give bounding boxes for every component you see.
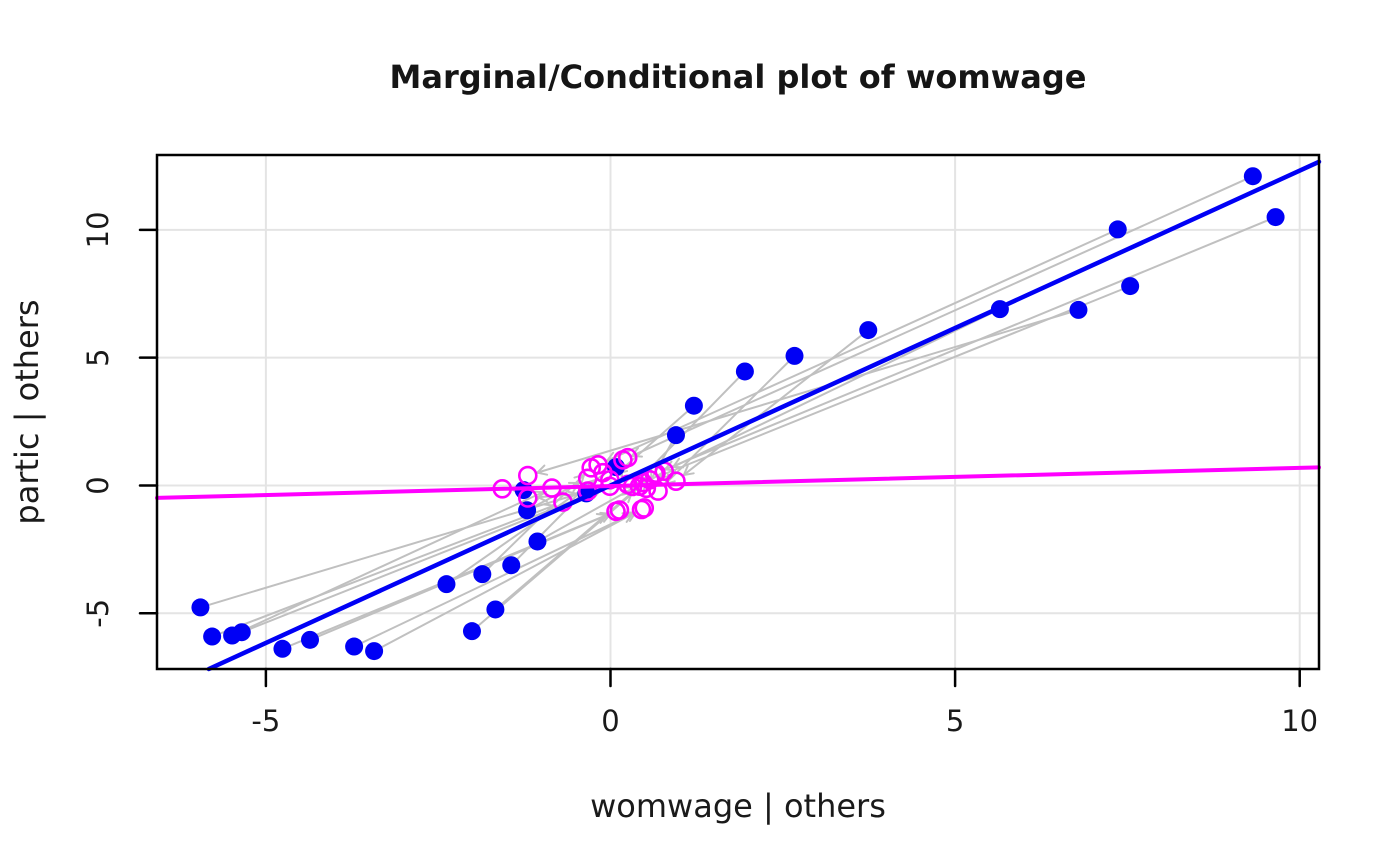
x-axis-label: womwage | others xyxy=(590,787,886,825)
marginal-point xyxy=(639,470,660,490)
connector-arrowhead xyxy=(536,471,549,476)
marginal-point xyxy=(666,471,686,491)
conditional-fit-line xyxy=(206,159,1322,672)
x-tick-label: -5 xyxy=(251,704,280,738)
x-tick-label: 0 xyxy=(601,704,619,738)
conditional-point xyxy=(1108,220,1127,239)
x-tick-label: 10 xyxy=(1281,704,1318,738)
connector-line xyxy=(664,354,796,486)
connector-arrowhead xyxy=(682,472,695,476)
conditional-point xyxy=(1266,208,1285,227)
connector-line xyxy=(658,285,1132,478)
connector-line xyxy=(240,488,602,634)
y-tick-label: 10 xyxy=(81,211,115,248)
connector-line xyxy=(373,511,637,653)
conditional-point xyxy=(473,565,492,584)
marginal-point xyxy=(517,465,538,486)
marginal-point xyxy=(634,498,655,518)
conditional-point xyxy=(486,600,505,619)
connector-line xyxy=(231,491,544,637)
conditional-point xyxy=(301,630,320,649)
connector-arrowhead xyxy=(664,460,673,471)
conditional-point xyxy=(365,642,384,661)
connector-line xyxy=(682,329,870,476)
conditional-point xyxy=(1121,277,1140,296)
connector-line xyxy=(536,308,1080,474)
conditional-point xyxy=(502,556,521,575)
connector-line xyxy=(309,512,612,641)
connector-arrowhead xyxy=(606,451,615,462)
y-tick-label: 5 xyxy=(81,348,115,366)
conditional-point xyxy=(191,598,210,617)
y-axis-label: partic | others xyxy=(8,299,46,525)
conditional-point xyxy=(1069,300,1088,319)
conditional-point xyxy=(273,639,292,658)
connector-line xyxy=(606,228,1119,462)
y-tick-label: -5 xyxy=(81,599,115,628)
plot-border xyxy=(155,153,1321,671)
conditional-point xyxy=(437,575,456,594)
conditional-point xyxy=(203,627,222,646)
conditional-point xyxy=(528,532,547,551)
connector-arrowhead xyxy=(536,496,548,503)
connector-line xyxy=(494,491,633,611)
connector-line xyxy=(631,175,1254,457)
conditional-point xyxy=(684,396,703,415)
connector-arrowhead xyxy=(682,464,689,476)
connector-line xyxy=(353,512,634,648)
marginal-point xyxy=(613,450,633,470)
conditional-point xyxy=(462,622,481,641)
connector-arrowhead xyxy=(536,464,546,474)
conditional-point xyxy=(735,362,754,381)
connector-line xyxy=(536,486,636,543)
y-tick-label: 0 xyxy=(81,476,115,494)
connector-line xyxy=(199,492,580,609)
conditional-point xyxy=(859,321,878,340)
conditional-point xyxy=(785,346,804,365)
conditional-point xyxy=(345,637,364,656)
connector-line xyxy=(672,308,1001,468)
marginal-point xyxy=(636,478,657,499)
marginal-fit-line xyxy=(155,465,1321,500)
conditional-point xyxy=(1243,167,1262,186)
marginal-point xyxy=(609,500,630,520)
conditional-point xyxy=(666,426,685,445)
connector-line xyxy=(211,504,555,638)
marginal-point xyxy=(588,454,608,475)
conditional-point xyxy=(232,623,251,642)
connector-line xyxy=(481,473,586,576)
connector-line xyxy=(664,216,1277,471)
plot-title: Marginal/Conditional plot of womwage xyxy=(389,58,1087,96)
x-tick-label: 5 xyxy=(946,704,964,738)
